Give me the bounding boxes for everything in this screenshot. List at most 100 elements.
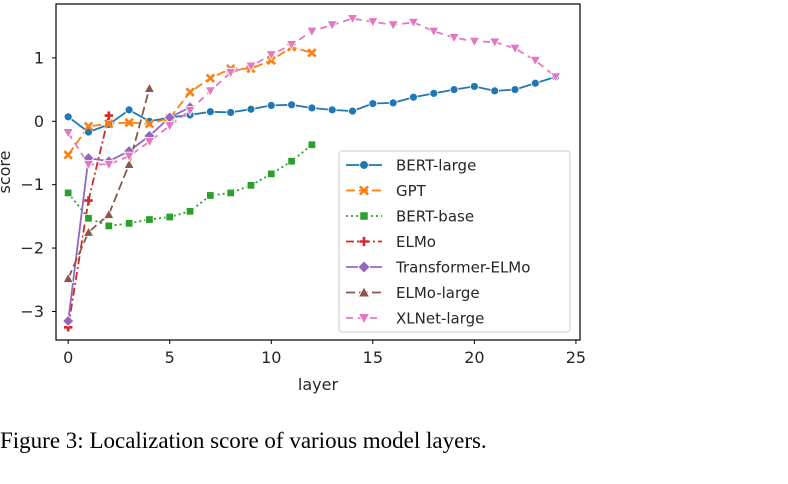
- data-point-gpt: [144, 119, 155, 129]
- data-point-xlnet-large: [62, 128, 74, 139]
- data-point-elmo-large: [62, 272, 74, 283]
- x-tick-label: 15: [363, 348, 383, 367]
- data-point-gpt: [205, 73, 216, 83]
- y-tick-label: −2: [20, 239, 44, 258]
- data-point-gpt: [124, 117, 134, 128]
- data-point-bert-large: [266, 101, 276, 110]
- data-point-xlnet-large: [204, 86, 217, 97]
- data-point-bert-large: [205, 107, 215, 117]
- data-point-xlnet-large: [164, 121, 176, 132]
- data-point-xlnet-large: [549, 72, 562, 83]
- data-point-bert-base: [84, 214, 93, 223]
- data-point-elmo-large: [143, 82, 156, 93]
- line-chart: 0 5 10 15 20 25 −3 −2 −1 0 1 layer score BERT-larg…: [0, 3, 586, 394]
- series-markers-elmo-large: [62, 82, 156, 283]
- legend-marker-swatch: [359, 160, 369, 170]
- data-point-xlnet-large: [306, 26, 318, 38]
- data-point-xlnet-large: [346, 14, 359, 25]
- data-point-xlnet-large: [448, 33, 460, 44]
- data-point-bert-base: [165, 212, 174, 222]
- series-markers-bert-base: [64, 140, 317, 231]
- legend-marker-swatch: [359, 236, 369, 247]
- data-point-elmo-large: [103, 208, 115, 219]
- series-line-elmo-large: [67, 88, 151, 279]
- legend-label: Transformer-ELMo: [395, 259, 530, 277]
- data-point-bert-large: [490, 86, 500, 96]
- plot-frame: [55, 3, 581, 341]
- data-point-bert-large: [449, 85, 459, 94]
- data-point-bert-base: [246, 181, 256, 190]
- legend-entry-bert-base: BERT-base: [346, 208, 474, 226]
- data-point-bert-base: [64, 188, 73, 198]
- data-point-bert-base: [267, 169, 276, 179]
- data-point-bert-base: [185, 207, 195, 216]
- data-point-xlnet-large: [407, 17, 420, 29]
- data-point-bert-large: [388, 98, 398, 108]
- data-point-xlnet-large: [285, 40, 298, 51]
- legend-label: BERT-base: [396, 208, 474, 226]
- data-point-bert-large: [429, 88, 439, 98]
- data-point-xlnet-large: [184, 106, 196, 117]
- legend-marker-swatch: [358, 185, 370, 196]
- legend-label: ELMo: [396, 233, 436, 251]
- y-tick-label: −1: [20, 175, 44, 194]
- data-point-gpt: [63, 150, 73, 160]
- data-point-gpt: [104, 119, 114, 129]
- legend-entry-gpt: GPT: [346, 182, 427, 200]
- data-point-xlnet-large: [103, 159, 115, 171]
- x-tick-label: 20: [464, 348, 484, 367]
- y-tick-label: −3: [20, 302, 44, 321]
- data-point-transformer-elmo: [62, 314, 75, 328]
- series-markers-xlnet-large: [62, 14, 562, 171]
- data-point-gpt: [185, 87, 195, 97]
- data-point-xlnet-large: [224, 68, 237, 79]
- legend-label: XLNet-large: [396, 310, 484, 328]
- data-point-bert-large: [307, 103, 317, 113]
- data-point-bert-large: [246, 104, 256, 114]
- y-axis-label: score: [0, 151, 14, 194]
- data-point-bert-base: [206, 191, 215, 200]
- data-point-bert-large: [124, 105, 134, 115]
- legend-marker-swatch: [359, 211, 369, 221]
- legend-box: [338, 150, 571, 333]
- legend-entry-bert-large: BERT-large: [346, 157, 476, 175]
- y-tick-label: 0: [34, 112, 44, 131]
- data-point-bert-large: [530, 78, 540, 88]
- data-point-xlnet-large: [245, 61, 257, 72]
- data-point-bert-base: [307, 140, 317, 149]
- data-point-bert-large: [348, 106, 357, 116]
- legend-entry-transformer-elmo: Transformer-ELMo: [346, 259, 530, 277]
- data-point-bert-base: [145, 215, 154, 224]
- legend-marker-swatch: [357, 313, 371, 325]
- data-point-bert-large: [510, 85, 520, 94]
- legend-marker-swatch: [357, 260, 371, 274]
- x-tick-label: 0: [63, 348, 73, 367]
- series-markers: [62, 14, 562, 332]
- series-markers-transformer-elmo: [62, 101, 197, 328]
- data-point-elmo-large: [82, 226, 95, 237]
- data-point-bert-large: [327, 105, 337, 115]
- series-markers-elmo: [63, 111, 114, 332]
- data-point-xlnet-large: [468, 36, 481, 48]
- axis-ticks: 0 5 10 15 20 25 −3 −2 −1 0 1: [20, 48, 586, 367]
- legend-marker-swatch: [357, 286, 371, 298]
- x-tick-label: 10: [261, 348, 281, 367]
- x-tick-label: 5: [165, 348, 175, 367]
- data-point-bert-base: [104, 221, 113, 231]
- data-point-gpt: [83, 121, 94, 132]
- data-point-bert-large: [469, 82, 479, 91]
- data-point-xlnet-large: [509, 43, 521, 55]
- data-point-bert-base: [124, 219, 134, 228]
- data-point-xlnet-large: [367, 17, 379, 28]
- data-point-xlnet-large: [82, 159, 95, 171]
- x-tick-label: 25: [566, 348, 586, 367]
- data-point-xlnet-large: [428, 26, 440, 38]
- data-point-bert-base: [287, 157, 296, 166]
- data-point-gpt: [307, 48, 317, 58]
- data-point-xlnet-large: [529, 55, 542, 67]
- data-point-xlnet-large: [387, 20, 399, 31]
- data-point-elmo-large: [123, 158, 135, 169]
- data-point-xlnet-large: [326, 20, 338, 31]
- data-point-elmo: [84, 196, 93, 205]
- data-point-bert-large: [368, 99, 378, 108]
